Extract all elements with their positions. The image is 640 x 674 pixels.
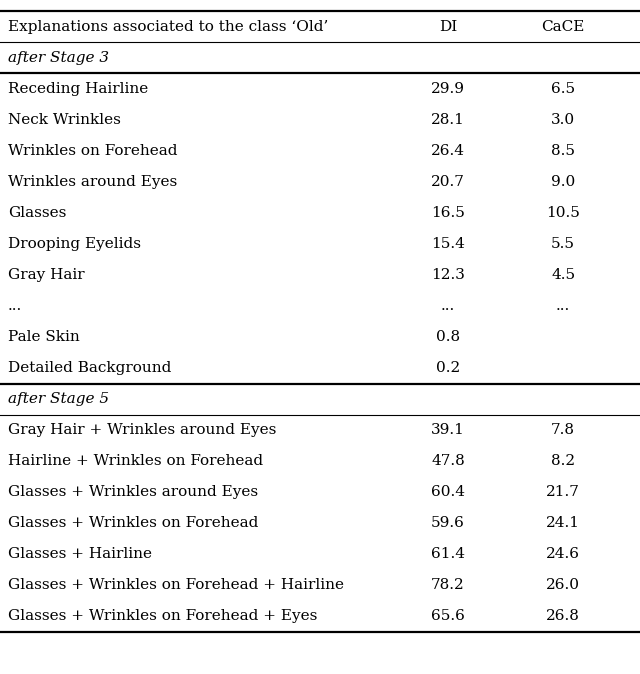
Text: 5.5: 5.5 xyxy=(551,237,575,251)
Text: Glasses + Hairline: Glasses + Hairline xyxy=(8,547,152,561)
Text: Gray Hair: Gray Hair xyxy=(8,268,84,282)
Text: Gray Hair + Wrinkles around Eyes: Gray Hair + Wrinkles around Eyes xyxy=(8,423,276,437)
Text: Glasses: Glasses xyxy=(8,206,66,220)
Text: 24.1: 24.1 xyxy=(546,516,580,530)
Text: after Stage 3: after Stage 3 xyxy=(8,51,109,65)
Text: Glasses + Wrinkles on Forehead + Hairline: Glasses + Wrinkles on Forehead + Hairlin… xyxy=(8,578,344,592)
Text: 0.2: 0.2 xyxy=(436,361,460,375)
Text: 26.8: 26.8 xyxy=(547,609,580,623)
Text: 8.5: 8.5 xyxy=(551,144,575,158)
Text: 26.0: 26.0 xyxy=(546,578,580,592)
Text: Detailed Background: Detailed Background xyxy=(8,361,171,375)
Text: Glasses + Wrinkles around Eyes: Glasses + Wrinkles around Eyes xyxy=(8,485,258,499)
Text: 65.6: 65.6 xyxy=(431,609,465,623)
Text: ...: ... xyxy=(556,299,570,313)
Text: Pale Skin: Pale Skin xyxy=(8,330,79,344)
Text: 7.8: 7.8 xyxy=(551,423,575,437)
Text: Hairline + Wrinkles on Forehead: Hairline + Wrinkles on Forehead xyxy=(8,454,263,468)
Text: 61.4: 61.4 xyxy=(431,547,465,561)
Text: 12.3: 12.3 xyxy=(431,268,465,282)
Text: 26.4: 26.4 xyxy=(431,144,465,158)
Text: 16.5: 16.5 xyxy=(431,206,465,220)
Text: 8.2: 8.2 xyxy=(551,454,575,468)
Text: 47.8: 47.8 xyxy=(431,454,465,468)
Text: Wrinkles on Forehead: Wrinkles on Forehead xyxy=(8,144,177,158)
Text: Explanations associated to the class ‘Old’: Explanations associated to the class ‘Ol… xyxy=(8,20,328,34)
Text: 24.6: 24.6 xyxy=(546,547,580,561)
Text: 6.5: 6.5 xyxy=(551,82,575,96)
Text: DI: DI xyxy=(439,20,457,34)
Text: 39.1: 39.1 xyxy=(431,423,465,437)
Text: Glasses + Wrinkles on Forehead: Glasses + Wrinkles on Forehead xyxy=(8,516,258,530)
Text: ...: ... xyxy=(8,299,22,313)
Text: Wrinkles around Eyes: Wrinkles around Eyes xyxy=(8,175,177,189)
Text: 20.7: 20.7 xyxy=(431,175,465,189)
Text: 21.7: 21.7 xyxy=(547,485,580,499)
Text: 28.1: 28.1 xyxy=(431,113,465,127)
Text: 59.6: 59.6 xyxy=(431,516,465,530)
Text: Receding Hairline: Receding Hairline xyxy=(8,82,148,96)
Text: Drooping Eyelids: Drooping Eyelids xyxy=(8,237,141,251)
Text: 9.0: 9.0 xyxy=(551,175,575,189)
Text: 3.0: 3.0 xyxy=(551,113,575,127)
Text: Glasses + Wrinkles on Forehead + Eyes: Glasses + Wrinkles on Forehead + Eyes xyxy=(8,609,317,623)
Text: after Stage 5: after Stage 5 xyxy=(8,392,109,406)
Text: Neck Wrinkles: Neck Wrinkles xyxy=(8,113,120,127)
Text: 78.2: 78.2 xyxy=(431,578,465,592)
Text: 15.4: 15.4 xyxy=(431,237,465,251)
Text: ...: ... xyxy=(441,299,455,313)
Text: 60.4: 60.4 xyxy=(431,485,465,499)
Text: 4.5: 4.5 xyxy=(551,268,575,282)
Text: CaCE: CaCE xyxy=(541,20,585,34)
Text: 0.8: 0.8 xyxy=(436,330,460,344)
Text: 10.5: 10.5 xyxy=(547,206,580,220)
Text: 29.9: 29.9 xyxy=(431,82,465,96)
